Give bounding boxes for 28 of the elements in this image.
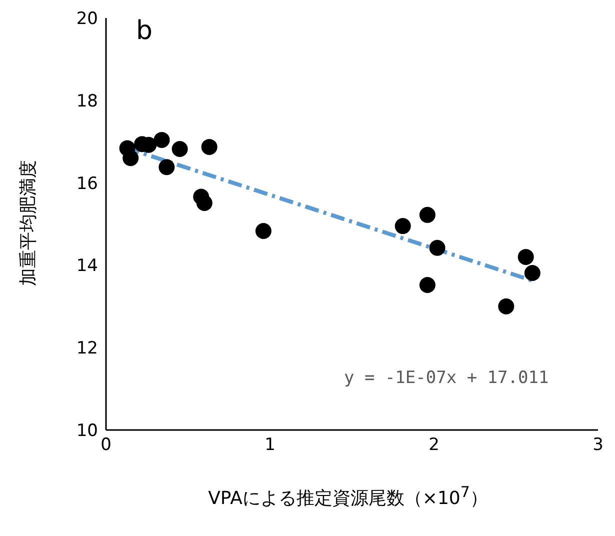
point: [419, 276, 436, 293]
point: [196, 194, 212, 211]
x-tick-label: 1: [264, 435, 276, 456]
point: [122, 150, 139, 166]
x-tick-label: 0: [100, 435, 112, 456]
point: [498, 298, 514, 314]
point: [154, 132, 170, 148]
y-tick-label: 18: [76, 91, 98, 112]
point: [419, 206, 436, 223]
y-tick-label: 20: [76, 9, 98, 30]
y-axis-title: 加重平均肥満度: [17, 160, 40, 286]
x-tick-label: 3: [592, 435, 604, 456]
x-tick-label: 2: [428, 435, 440, 456]
annotation: b: [136, 16, 153, 46]
annotation: y = -1E-07x + 17.011: [344, 368, 549, 388]
point: [255, 223, 272, 240]
y-tick-label: 10: [76, 421, 98, 442]
point: [518, 248, 534, 265]
y-tick-label: 14: [76, 256, 98, 276]
y-tick-label: 12: [76, 338, 98, 359]
point: [201, 138, 218, 155]
point: [394, 218, 411, 234]
point: [158, 159, 175, 176]
point: [429, 240, 446, 256]
y-tick-label: 16: [76, 174, 98, 194]
point: [172, 141, 188, 158]
x-axis-title: VPAによる推定資源尾数（×10$^{7}$）: [207, 483, 489, 510]
point: [524, 265, 540, 282]
